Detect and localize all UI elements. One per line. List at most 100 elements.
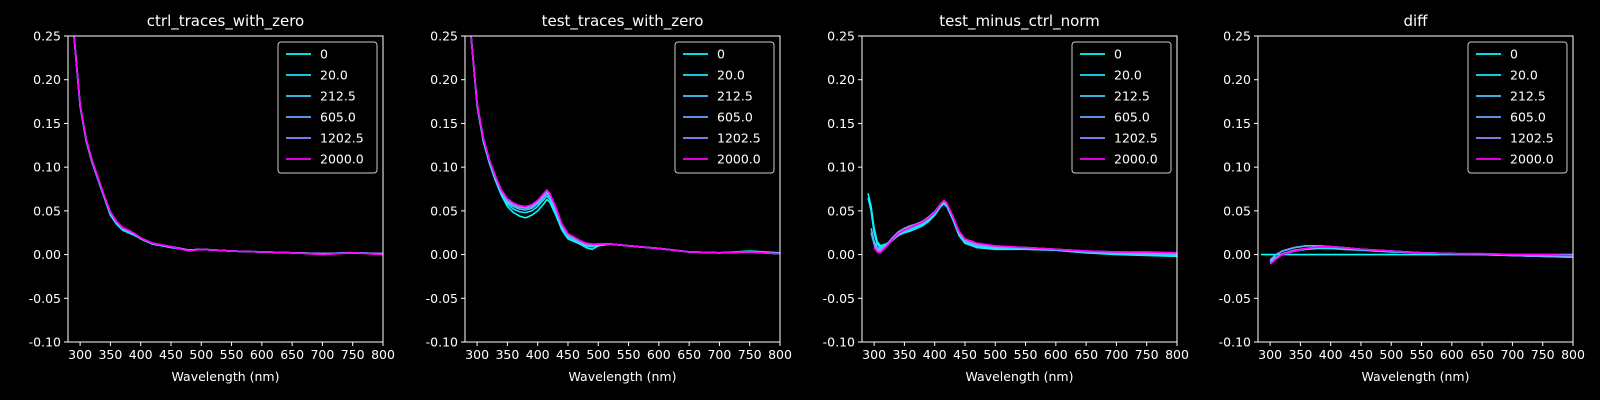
x-tick-label: 350 bbox=[892, 347, 916, 362]
x-tick-label: 650 bbox=[677, 347, 701, 362]
plot-area bbox=[470, 36, 780, 255]
x-tick-label: 300 bbox=[1258, 347, 1282, 362]
x-tick-label: 550 bbox=[617, 347, 641, 362]
y-tick-label: -0.05 bbox=[29, 291, 61, 306]
x-tick-label: 300 bbox=[862, 347, 886, 362]
y-tick-label: -0.05 bbox=[426, 291, 458, 306]
x-tick-label: 800 bbox=[1165, 347, 1189, 362]
y-tick-label: 0.10 bbox=[430, 160, 458, 175]
x-tick-label: 500 bbox=[189, 347, 213, 362]
plot-area bbox=[73, 36, 383, 256]
legend-label: 20.0 bbox=[717, 68, 745, 83]
y-tick-label: 0.25 bbox=[430, 29, 458, 44]
legend: 0 20.0 212.5 605.0 1202.5 2000.0 bbox=[1467, 41, 1568, 174]
legend: 0 20.0 212.5 605.0 1202.5 2000.0 bbox=[674, 41, 775, 174]
plot-area bbox=[867, 193, 1177, 258]
x-axis-label: Wavelength (nm) bbox=[1362, 369, 1470, 384]
x-tick-label: 400 bbox=[1319, 347, 1343, 362]
x-tick-label: 350 bbox=[98, 347, 122, 362]
x-tick-label: 500 bbox=[983, 347, 1007, 362]
legend-label: 605.0 bbox=[1114, 110, 1150, 125]
x-tick-label: 700 bbox=[707, 347, 731, 362]
y-tick-label: 0.20 bbox=[1223, 72, 1251, 87]
legend-label: 212.5 bbox=[717, 89, 753, 104]
y-tick-label: 0.15 bbox=[827, 116, 855, 131]
legend-label: 212.5 bbox=[1114, 89, 1150, 104]
x-tick-label: 400 bbox=[129, 347, 153, 362]
y-tick-label: -0.10 bbox=[823, 335, 855, 350]
legend-label: 212.5 bbox=[320, 89, 356, 104]
x-tick-label: 500 bbox=[586, 347, 610, 362]
axes-frame bbox=[67, 35, 384, 343]
x-tick-label: 700 bbox=[1104, 347, 1128, 362]
chart-panel-4: diff 300 350 400 450 500 550 600 650 700 750 800 -0.… bbox=[1219, 12, 1585, 384]
legend-label: 2000.0 bbox=[717, 152, 761, 167]
y-tick-label: 0.05 bbox=[33, 203, 61, 218]
x-tick-label: 400 bbox=[923, 347, 947, 362]
y-tick-label: 0.25 bbox=[1223, 29, 1251, 44]
y-tick-label: 0.05 bbox=[430, 203, 458, 218]
series-line-5 bbox=[470, 36, 780, 255]
legend-label: 605.0 bbox=[717, 110, 753, 125]
x-tick-label: 600 bbox=[1440, 347, 1464, 362]
legend-label: 20.0 bbox=[1510, 68, 1538, 83]
legend-label: 1202.5 bbox=[1510, 131, 1554, 146]
x-tick-label: 750 bbox=[738, 347, 762, 362]
legend-label: 20.0 bbox=[320, 68, 348, 83]
x-tick-label: 450 bbox=[953, 347, 977, 362]
x-tick-label: 400 bbox=[526, 347, 550, 362]
x-tick-label: 600 bbox=[647, 347, 671, 362]
legend: 0 20.0 212.5 605.0 1202.5 2000.0 bbox=[277, 41, 378, 174]
legend-label: 0 bbox=[717, 47, 725, 62]
legend-label: 2000.0 bbox=[1510, 152, 1554, 167]
y-tick-label: 0.15 bbox=[33, 116, 61, 131]
chart-title: diff bbox=[1403, 12, 1428, 30]
series-line-5 bbox=[873, 199, 1177, 254]
legend-label: 1202.5 bbox=[717, 131, 761, 146]
y-tick-label: 0.10 bbox=[1223, 160, 1251, 175]
legend-label: 1202.5 bbox=[320, 131, 364, 146]
legend-label: 212.5 bbox=[1510, 89, 1546, 104]
legend: 0 20.0 212.5 605.0 1202.5 2000.0 bbox=[1071, 41, 1172, 174]
x-tick-label: 750 bbox=[341, 347, 365, 362]
chart-title: test_minus_ctrl_norm bbox=[939, 12, 1100, 31]
x-tick-label: 750 bbox=[1531, 347, 1555, 362]
x-tick-label: 450 bbox=[1349, 347, 1373, 362]
chart-panel-2: test_traces_with_zero 300 350 400 450 500 550 6… bbox=[426, 12, 792, 384]
y-tick-label: 0.00 bbox=[1223, 247, 1251, 262]
x-tick-label: 350 bbox=[1288, 347, 1312, 362]
legend-label: 0 bbox=[320, 47, 328, 62]
y-tick-label: -0.10 bbox=[1219, 335, 1251, 350]
x-tick-label: 800 bbox=[768, 347, 792, 362]
series-line-5 bbox=[73, 36, 383, 256]
chart-panel-1: ctrl_traces_with_zero 300 350 400 450 500 550 6… bbox=[29, 12, 395, 384]
x-tick-label: 750 bbox=[1135, 347, 1159, 362]
series-line-5 bbox=[1269, 245, 1573, 265]
legend-label: 2000.0 bbox=[320, 152, 364, 167]
x-tick-label: 550 bbox=[220, 347, 244, 362]
y-tick-label: 0.25 bbox=[827, 29, 855, 44]
x-axis-label: Wavelength (nm) bbox=[966, 369, 1074, 384]
x-tick-label: 800 bbox=[1561, 347, 1585, 362]
x-tick-label: 800 bbox=[371, 347, 395, 362]
y-tick-label: 0.10 bbox=[827, 160, 855, 175]
x-tick-label: 600 bbox=[1044, 347, 1068, 362]
y-tick-label: -0.10 bbox=[29, 335, 61, 350]
x-tick-label: 650 bbox=[1074, 347, 1098, 362]
y-tick-label: 0.00 bbox=[33, 247, 61, 262]
y-tick-label: 0.00 bbox=[430, 247, 458, 262]
x-tick-label: 550 bbox=[1014, 347, 1038, 362]
y-tick-label: 0.05 bbox=[1223, 203, 1251, 218]
legend-label: 605.0 bbox=[320, 110, 356, 125]
plot-area bbox=[1261, 245, 1573, 265]
chart-panel-3: test_minus_ctrl_norm 300 350 400 450 500 550 60… bbox=[823, 12, 1189, 384]
y-tick-label: 0.25 bbox=[33, 29, 61, 44]
y-tick-label: 0.15 bbox=[430, 116, 458, 131]
y-tick-label: -0.10 bbox=[426, 335, 458, 350]
axes-frame bbox=[1257, 35, 1574, 343]
legend-label: 0 bbox=[1114, 47, 1122, 62]
x-tick-label: 650 bbox=[280, 347, 304, 362]
x-tick-label: 500 bbox=[1379, 347, 1403, 362]
y-tick-label: 0.00 bbox=[827, 247, 855, 262]
